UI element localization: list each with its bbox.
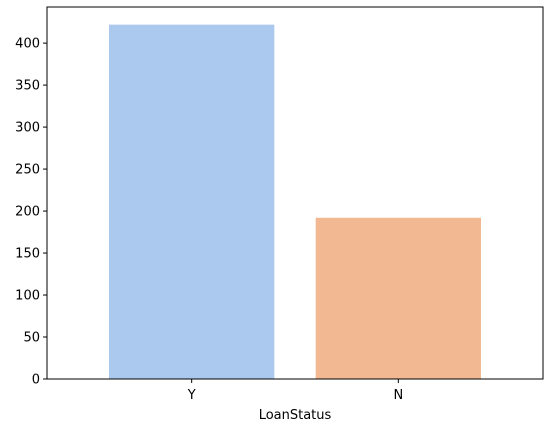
bars-group (109, 24, 481, 379)
plot-frame (46, 6, 544, 380)
x-axis-title: LoanStatus (259, 408, 332, 423)
bar-y (109, 24, 275, 379)
y-tick-label: 350 (15, 79, 40, 94)
y-tick-label: 0 (32, 373, 40, 388)
x-tick-label: N (393, 388, 403, 403)
y-tick-label: 400 (15, 37, 40, 52)
x-tick-label: Y (187, 388, 196, 403)
y-tick-label: 50 (23, 331, 40, 346)
y-axis: 0 50 100 150 200 250 300 350 400 (15, 37, 47, 388)
y-tick-label: 150 (15, 247, 40, 262)
bar-n (315, 217, 481, 379)
y-tick-label: 250 (15, 163, 40, 178)
y-tick-label: 100 (15, 289, 40, 304)
plot-area (47, 7, 543, 379)
y-tick-label: 200 (15, 205, 40, 220)
y-tick-label: 300 (15, 121, 40, 136)
